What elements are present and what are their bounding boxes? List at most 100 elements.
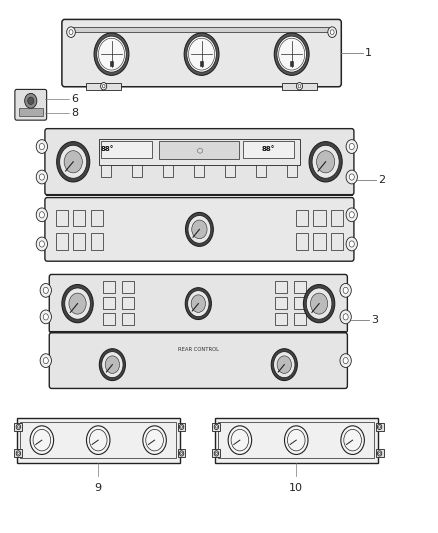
Circle shape bbox=[304, 285, 335, 322]
Bar bbox=[122, 281, 134, 293]
Circle shape bbox=[184, 33, 219, 75]
Bar bbox=[122, 313, 134, 325]
FancyBboxPatch shape bbox=[15, 90, 47, 120]
Text: 9: 9 bbox=[95, 483, 102, 493]
Circle shape bbox=[60, 146, 87, 179]
Bar bbox=[101, 165, 111, 177]
Circle shape bbox=[297, 83, 303, 90]
Bar bbox=[17, 418, 180, 463]
Circle shape bbox=[18, 426, 19, 428]
Text: ⬡: ⬡ bbox=[196, 148, 202, 154]
Bar bbox=[86, 83, 121, 90]
Circle shape bbox=[277, 356, 291, 374]
Bar bbox=[132, 165, 141, 177]
Circle shape bbox=[105, 356, 120, 374]
Circle shape bbox=[317, 151, 335, 173]
Circle shape bbox=[40, 310, 51, 324]
Circle shape bbox=[36, 170, 47, 184]
Bar bbox=[110, 61, 113, 66]
Bar bbox=[331, 233, 343, 250]
Circle shape bbox=[340, 354, 351, 368]
Circle shape bbox=[192, 220, 207, 239]
Circle shape bbox=[349, 174, 354, 180]
Circle shape bbox=[16, 424, 21, 430]
Circle shape bbox=[191, 295, 205, 312]
FancyBboxPatch shape bbox=[45, 198, 354, 261]
Bar bbox=[287, 165, 297, 177]
Circle shape bbox=[180, 451, 184, 456]
Circle shape bbox=[378, 452, 381, 455]
Circle shape bbox=[309, 142, 342, 182]
Circle shape bbox=[346, 140, 357, 154]
Circle shape bbox=[69, 293, 86, 314]
Circle shape bbox=[28, 97, 34, 104]
Circle shape bbox=[187, 36, 216, 72]
Bar bbox=[376, 423, 384, 431]
Bar bbox=[99, 140, 300, 165]
Circle shape bbox=[214, 451, 219, 456]
Circle shape bbox=[214, 424, 219, 430]
Circle shape bbox=[143, 426, 166, 455]
Bar bbox=[218, 422, 374, 458]
Circle shape bbox=[346, 170, 357, 184]
Bar bbox=[256, 165, 266, 177]
Circle shape bbox=[306, 288, 332, 319]
Bar bbox=[103, 281, 115, 293]
Circle shape bbox=[180, 424, 184, 430]
Bar bbox=[20, 422, 177, 458]
Text: 1: 1 bbox=[365, 48, 372, 58]
Circle shape bbox=[89, 430, 107, 451]
Circle shape bbox=[378, 426, 381, 428]
Circle shape bbox=[40, 284, 51, 297]
Circle shape bbox=[341, 426, 364, 455]
Bar bbox=[14, 449, 22, 457]
Circle shape bbox=[311, 293, 328, 314]
Circle shape bbox=[188, 38, 215, 70]
Bar bbox=[14, 423, 22, 431]
Bar bbox=[91, 233, 103, 250]
Text: 3: 3 bbox=[371, 314, 378, 325]
Circle shape bbox=[279, 38, 305, 70]
Circle shape bbox=[39, 212, 44, 218]
Bar bbox=[376, 449, 384, 457]
Circle shape bbox=[228, 426, 252, 455]
Bar bbox=[294, 313, 306, 325]
Circle shape bbox=[146, 430, 163, 451]
Circle shape bbox=[271, 349, 297, 381]
Circle shape bbox=[343, 358, 348, 364]
Text: 10: 10 bbox=[289, 483, 303, 493]
Circle shape bbox=[43, 287, 48, 294]
Bar bbox=[102, 141, 152, 158]
Bar bbox=[73, 210, 85, 227]
FancyBboxPatch shape bbox=[45, 128, 354, 195]
Circle shape bbox=[343, 287, 348, 294]
Text: 8: 8 bbox=[71, 108, 78, 118]
Circle shape bbox=[378, 451, 382, 456]
Circle shape bbox=[94, 33, 129, 75]
Circle shape bbox=[16, 451, 21, 456]
Bar bbox=[275, 297, 287, 309]
Bar bbox=[215, 418, 378, 463]
Text: 2: 2 bbox=[378, 175, 385, 185]
Circle shape bbox=[18, 452, 19, 455]
Circle shape bbox=[349, 143, 354, 150]
Circle shape bbox=[340, 284, 351, 297]
Circle shape bbox=[349, 241, 354, 247]
Bar bbox=[212, 423, 220, 431]
Circle shape bbox=[215, 426, 217, 428]
Circle shape bbox=[287, 430, 305, 451]
Circle shape bbox=[346, 237, 357, 251]
Circle shape bbox=[39, 143, 44, 150]
Bar bbox=[91, 210, 103, 227]
Circle shape bbox=[40, 354, 51, 368]
Circle shape bbox=[180, 426, 183, 428]
Bar bbox=[296, 210, 308, 227]
Bar bbox=[73, 233, 85, 250]
Circle shape bbox=[215, 452, 217, 455]
Bar bbox=[225, 165, 235, 177]
Circle shape bbox=[328, 27, 336, 37]
Bar bbox=[178, 423, 185, 431]
Bar bbox=[331, 210, 343, 227]
Bar bbox=[56, 210, 68, 227]
Circle shape bbox=[36, 208, 47, 222]
